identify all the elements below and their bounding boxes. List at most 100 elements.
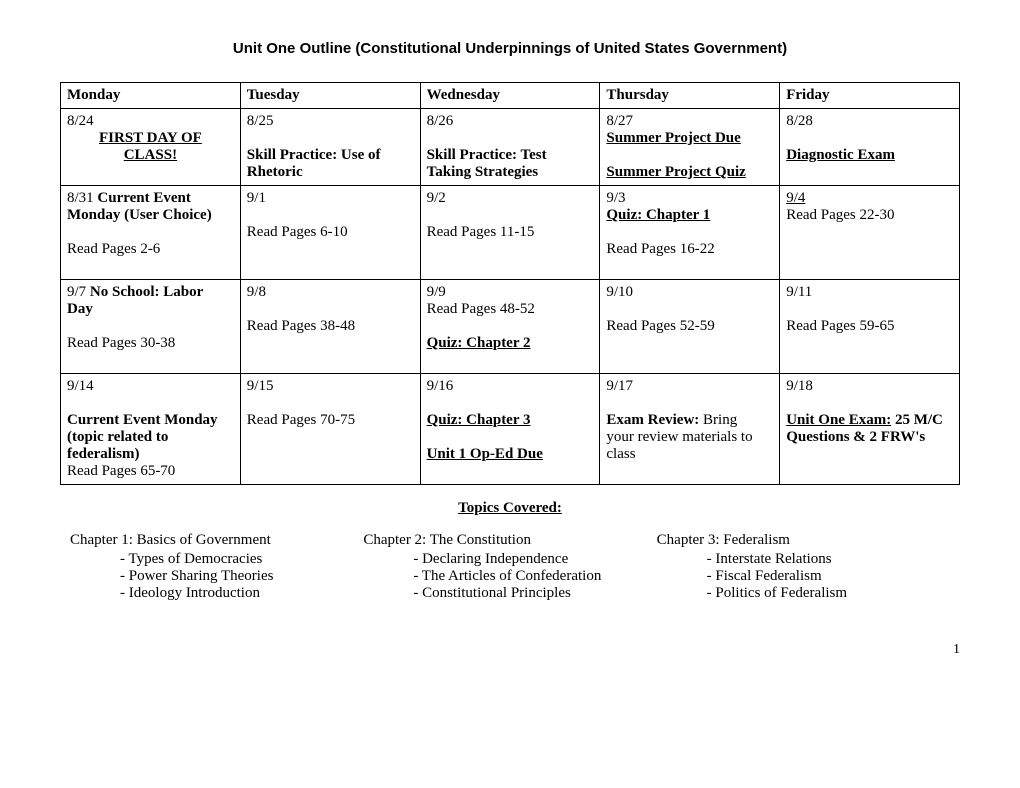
table-row: 9/14 Current Event Monday (topic related… [61, 374, 960, 485]
skill-practice-2b: Taking Strategies [427, 164, 594, 181]
first-day-line1: FIRST DAY OF [67, 130, 234, 147]
date: 9/7 [67, 284, 86, 300]
topics-col-1: Chapter 1: Basics of Government - Types … [70, 532, 363, 602]
cell-mon-4: 9/14 Current Event Monday (topic related… [61, 374, 241, 485]
cell-fri-4: 9/18 Unit One Exam: 25 M/C Questions & 2… [780, 374, 960, 485]
current-event-1a: Current Event [97, 190, 190, 206]
read-pages: Read Pages 11-15 [427, 224, 594, 241]
chapter-1-title: Chapter 1: Basics of Government [70, 532, 363, 549]
date: 8/27 [606, 113, 773, 130]
read-pages: Read Pages 16-22 [606, 241, 773, 258]
cell-wed-1: 8/26 Skill Practice: Test Taking Strateg… [420, 109, 600, 186]
summer-project-quiz: Summer Project Quiz [606, 164, 773, 181]
cell-tue-4: 9/15 Read Pages 70-75 [240, 374, 420, 485]
date: 8/28 [786, 113, 953, 130]
read-pages: Read Pages 48-52 [427, 301, 594, 318]
unit-one-exam: Unit One Exam: 25 M/C [786, 412, 953, 429]
read-pages: Read Pages 59-65 [786, 318, 953, 335]
date: 9/8 [247, 284, 414, 301]
chapter-3-sub2: - Fiscal Federalism [657, 568, 950, 585]
cell-thu-3: 9/10 Read Pages 52-59 [600, 280, 780, 374]
cell-tue-2: 9/1 Read Pages 6-10 [240, 186, 420, 280]
skill-practice-1b: Rhetoric [247, 164, 414, 181]
quiz-chapter-1: Quiz: Chapter 1 [606, 207, 773, 224]
current-event-1b: Monday (User Choice) [67, 207, 234, 224]
chapter-3-title: Chapter 3: Federalism [657, 532, 950, 549]
chapter-1-sub2: - Power Sharing Theories [70, 568, 363, 585]
exam-review-2: your review materials to [606, 429, 773, 446]
date: 8/31 [67, 190, 94, 206]
date: 9/15 [247, 378, 414, 395]
date: 9/18 [786, 378, 953, 395]
date: 9/2 [427, 190, 594, 207]
cell-wed-4: 9/16 Quiz: Chapter 3 Unit 1 Op-Ed Due [420, 374, 600, 485]
read-pages: Read Pages 2-6 [67, 241, 234, 258]
quiz-chapter-2: Quiz: Chapter 2 [427, 335, 594, 352]
cell-tue-1: 8/25 Skill Practice: Use of Rhetoric [240, 109, 420, 186]
chapter-2-title: Chapter 2: The Constitution [363, 532, 656, 549]
cell-thu-2: 9/3 Quiz: Chapter 1 Read Pages 16-22 [600, 186, 780, 280]
cell-tue-3: 9/8 Read Pages 38-48 [240, 280, 420, 374]
chapter-3-sub1: - Interstate Relations [657, 551, 950, 568]
unit-one-exam-2: Questions & 2 FRW's [786, 429, 953, 446]
table-header-row: Monday Tuesday Wednesday Thursday Friday [61, 83, 960, 109]
date: 9/3 [606, 190, 773, 207]
page-number: 1 [60, 642, 960, 658]
col-friday: Friday [780, 83, 960, 109]
cell-fri-1: 8/28 Diagnostic Exam [780, 109, 960, 186]
chapter-1-sub3: - Ideology Introduction [70, 585, 363, 602]
summer-project-due: Summer Project Due [606, 130, 773, 147]
cell-mon-3: 9/7 No School: Labor Day Read Pages 30-3… [61, 280, 241, 374]
date: 9/14 [67, 378, 234, 395]
date: 9/4 [786, 190, 805, 206]
chapter-3-sub3: - Politics of Federalism [657, 585, 950, 602]
current-event-2a: Current Event Monday [67, 412, 234, 429]
quiz-chapter-3: Quiz: Chapter 3 [427, 412, 594, 429]
date: 9/16 [427, 378, 594, 395]
chapter-2-sub1: - Declaring Independence [363, 551, 656, 568]
read-pages: Read Pages 6-10 [247, 224, 414, 241]
chapter-2-sub3: - Constitutional Principles [363, 585, 656, 602]
skill-practice-1a: Skill Practice: Use of [247, 147, 414, 164]
date: 8/25 [247, 113, 414, 130]
date: 9/17 [606, 378, 773, 395]
exam-review: Exam Review: Bring [606, 412, 773, 429]
diagnostic-exam: Diagnostic Exam [786, 147, 953, 164]
cell-wed-2: 9/2 Read Pages 11-15 [420, 186, 600, 280]
schedule-table: Monday Tuesday Wednesday Thursday Friday… [60, 82, 960, 485]
topics-col-3: Chapter 3: Federalism - Interstate Relat… [657, 532, 950, 602]
date: 8/26 [427, 113, 594, 130]
read-pages: Read Pages 22-30 [786, 207, 953, 224]
chapter-1-sub1: - Types of Democracies [70, 551, 363, 568]
topics-col-2: Chapter 2: The Constitution - Declaring … [363, 532, 656, 602]
topics-covered-header: Topics Covered: [60, 500, 960, 517]
cell-thu-4: 9/17 Exam Review: Bring your review mate… [600, 374, 780, 485]
page-title: Unit One Outline (Constitutional Underpi… [60, 40, 960, 57]
first-day-line2: CLASS! [67, 147, 234, 164]
date: 9/1 [247, 190, 414, 207]
cell-wed-3: 9/9 Read Pages 48-52 Quiz: Chapter 2 [420, 280, 600, 374]
table-row: 9/7 No School: Labor Day Read Pages 30-3… [61, 280, 960, 374]
skill-practice-2a: Skill Practice: Test [427, 147, 594, 164]
cell-mon-1: 8/24 FIRST DAY OF CLASS! [61, 109, 241, 186]
cell-thu-1: 8/27 Summer Project Due Summer Project Q… [600, 109, 780, 186]
cell-fri-3: 9/11 Read Pages 59-65 [780, 280, 960, 374]
current-event-2c: federalism) [67, 446, 234, 463]
current-event-2b: (topic related to [67, 429, 234, 446]
read-pages: Read Pages 52-59 [606, 318, 773, 335]
read-pages: Read Pages 70-75 [247, 412, 414, 429]
date: 9/10 [606, 284, 773, 301]
cell-fri-2: 9/4 Read Pages 22-30 [780, 186, 960, 280]
col-monday: Monday [61, 83, 241, 109]
date: 8/24 [67, 113, 94, 129]
table-row: 8/24 FIRST DAY OF CLASS! 8/25 Skill Prac… [61, 109, 960, 186]
exam-review-3: class [606, 446, 773, 463]
oped-due: Unit 1 Op-Ed Due [427, 446, 594, 463]
cell-mon-2: 8/31 Current Event Monday (User Choice) … [61, 186, 241, 280]
no-school-1a: No School: Labor [90, 284, 203, 300]
topics-columns: Chapter 1: Basics of Government - Types … [60, 532, 960, 602]
chapter-2-sub2: - The Articles of Confederation [363, 568, 656, 585]
read-pages: Read Pages 30-38 [67, 335, 234, 352]
col-wednesday: Wednesday [420, 83, 600, 109]
date: 9/11 [786, 284, 953, 301]
